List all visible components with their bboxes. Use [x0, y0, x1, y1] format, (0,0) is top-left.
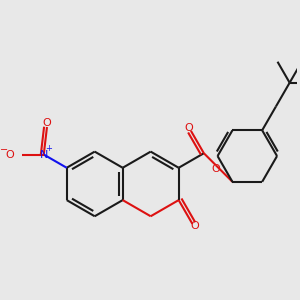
Text: +: +	[45, 144, 52, 153]
Text: O: O	[43, 118, 51, 128]
Text: −: −	[0, 145, 8, 155]
Text: N: N	[40, 149, 48, 160]
Text: O: O	[5, 149, 14, 160]
Text: O: O	[190, 221, 200, 232]
Text: O: O	[212, 164, 220, 174]
Text: O: O	[184, 123, 193, 133]
